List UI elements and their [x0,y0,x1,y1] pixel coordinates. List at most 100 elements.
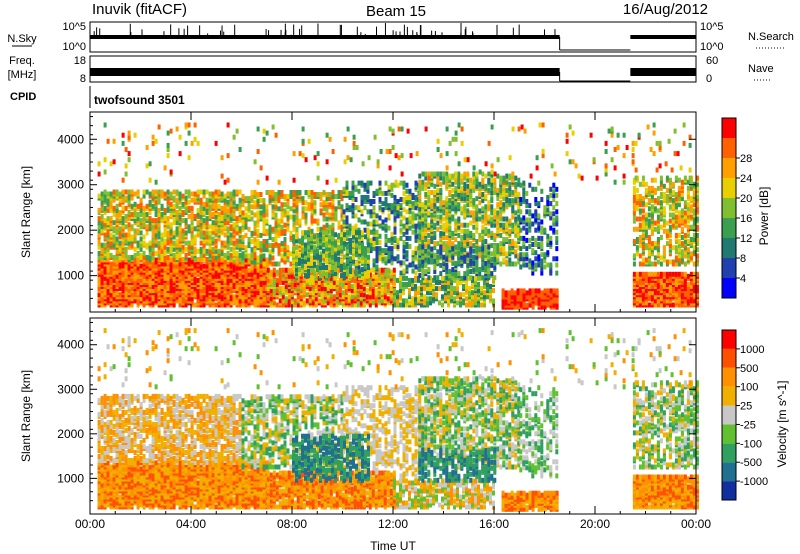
power-cell [372,242,376,247]
power-cell [323,292,327,298]
power-cell [471,290,474,296]
power-cell [202,257,206,262]
power-cell [289,230,293,236]
power-cell [172,189,176,195]
power-cell [154,218,158,224]
power-cell [268,259,272,265]
power-cell [337,190,341,195]
power-cell [380,280,384,285]
power-cell [145,212,149,217]
power-cell [196,257,200,262]
power-cell [250,216,254,222]
power-cell [277,249,281,255]
power-cell [277,198,281,204]
freq-band [90,68,560,76]
power-cell [193,197,197,203]
power-cell [250,190,254,195]
power-cell [208,191,212,197]
power-cell [268,190,272,195]
power-cell [402,190,406,196]
power-cell [142,222,146,228]
power-cell [439,224,443,230]
power-cell [220,273,224,279]
power-cell [326,267,330,273]
power-cell [256,214,260,220]
power-cell [421,208,425,214]
power-cell [268,253,272,259]
power-cell [284,284,288,289]
power-cell [316,232,320,238]
power-cell [314,302,318,308]
power-cell [647,275,651,281]
power-cell [463,247,467,253]
power-cell [166,292,170,298]
power-cell [142,189,146,195]
power-cell [169,201,173,207]
power-cell [151,232,155,238]
power-cell [266,296,270,302]
power-cell [433,235,437,240]
power-cell [208,277,212,283]
power-cell [632,298,636,304]
power-cell [172,240,176,246]
power-cell [430,235,434,240]
power-cell [217,197,221,203]
power-cell [457,232,461,238]
power-cell [124,195,128,201]
power-cell [320,294,324,300]
power-cell [205,216,209,222]
power-cell [256,239,260,244]
power-cell [193,275,197,281]
power-cell [127,226,131,232]
power-cell [510,288,514,294]
power-cell [483,302,486,308]
power-cell [214,290,218,296]
power-cell [427,259,431,265]
power-cell [439,175,443,181]
power-cell [253,220,257,226]
power-cell [317,298,321,304]
power-cell [299,267,303,273]
power-cell [145,230,149,236]
power-cell [172,257,176,262]
date-label: 16/Aug/2012 [623,1,708,18]
power-cell [157,252,161,258]
power-cell [112,189,116,195]
power-cell [433,183,437,189]
power-cell [127,255,131,260]
power-cell [489,288,492,294]
power-cell [275,277,279,283]
power-cell [100,191,104,197]
power-cell [169,284,173,289]
power-cell [472,187,476,193]
power-cell [256,277,260,283]
beam-label: Beam 15 [366,3,426,20]
power-cell [124,224,128,230]
freq-trace [90,68,697,82]
power-cell [378,215,382,221]
power-cell [232,248,236,254]
power-cell [293,282,297,287]
power-cell [387,237,391,243]
power-cell [283,222,287,228]
power-cell [454,237,458,242]
power-cell [408,262,412,268]
power-cell [271,204,275,210]
power-cell [265,204,269,210]
power-cell [396,209,400,215]
power-cell [187,214,191,219]
power-cell [665,298,669,304]
power-cell [187,224,191,230]
power-cell [448,237,452,242]
power-cell [223,302,227,308]
power-cell [445,259,449,265]
power-cell [100,199,104,205]
power-cell [366,188,370,194]
power-cell [345,180,349,186]
power-cell [139,224,143,230]
power-cell [145,242,149,248]
power-cell [475,204,479,210]
power-cell [142,193,146,199]
power-cell [103,189,107,195]
power-cell [100,214,104,219]
